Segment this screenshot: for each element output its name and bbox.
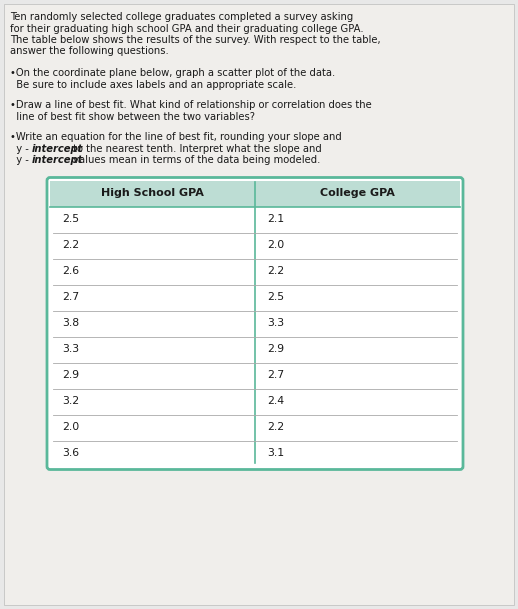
Text: College GPA: College GPA xyxy=(320,189,395,199)
Text: 2.7: 2.7 xyxy=(62,292,79,303)
Text: •On the coordinate plane below, graph a scatter plot of the data.: •On the coordinate plane below, graph a … xyxy=(10,68,335,78)
FancyBboxPatch shape xyxy=(47,177,463,470)
Text: •Draw a line of best fit. What kind of relationship or correlation does the: •Draw a line of best fit. What kind of r… xyxy=(10,100,372,110)
Text: Ten randomly selected college graduates completed a survey asking: Ten randomly selected college graduates … xyxy=(10,12,353,22)
Text: 3.3: 3.3 xyxy=(62,345,79,354)
Text: answer the following questions.: answer the following questions. xyxy=(10,46,169,57)
Text: High School GPA: High School GPA xyxy=(101,189,204,199)
Text: 2.5: 2.5 xyxy=(62,214,79,225)
Text: •Write an equation for the line of best fit, rounding your slope and: •Write an equation for the line of best … xyxy=(10,132,342,142)
Text: The table below shows the results of the survey. With respect to the table,: The table below shows the results of the… xyxy=(10,35,381,45)
Text: 2.9: 2.9 xyxy=(62,370,79,381)
Text: 2.2: 2.2 xyxy=(267,423,284,432)
Text: 2.7: 2.7 xyxy=(267,370,284,381)
Text: 2.0: 2.0 xyxy=(267,241,284,250)
Text: y -: y - xyxy=(10,144,32,153)
Text: line of best fit show between the two variables?: line of best fit show between the two va… xyxy=(10,111,255,122)
Text: 3.3: 3.3 xyxy=(267,319,284,328)
Text: 2.6: 2.6 xyxy=(62,267,79,276)
Text: Be sure to include axes labels and an appropriate scale.: Be sure to include axes labels and an ap… xyxy=(10,80,296,90)
Bar xyxy=(50,180,460,206)
Text: 2.5: 2.5 xyxy=(267,292,284,303)
Text: 2.2: 2.2 xyxy=(267,267,284,276)
Text: 2.0: 2.0 xyxy=(62,423,79,432)
Text: intercept: intercept xyxy=(32,144,83,153)
Text: 2.2: 2.2 xyxy=(62,241,79,250)
Text: for their graduating high school GPA and their graduating college GPA.: for their graduating high school GPA and… xyxy=(10,24,364,33)
Text: 3.8: 3.8 xyxy=(62,319,79,328)
Text: 3.2: 3.2 xyxy=(62,396,79,406)
Text: 2.9: 2.9 xyxy=(267,345,284,354)
Text: values mean in terms of the data being modeled.: values mean in terms of the data being m… xyxy=(70,155,320,165)
Text: intercept: intercept xyxy=(32,155,83,165)
Text: y -: y - xyxy=(10,155,32,165)
Text: 3.1: 3.1 xyxy=(267,448,284,459)
Text: to the nearest tenth. Interpret what the slope and: to the nearest tenth. Interpret what the… xyxy=(70,144,322,153)
Text: 3.6: 3.6 xyxy=(62,448,79,459)
Text: 2.1: 2.1 xyxy=(267,214,284,225)
Text: 2.4: 2.4 xyxy=(267,396,284,406)
